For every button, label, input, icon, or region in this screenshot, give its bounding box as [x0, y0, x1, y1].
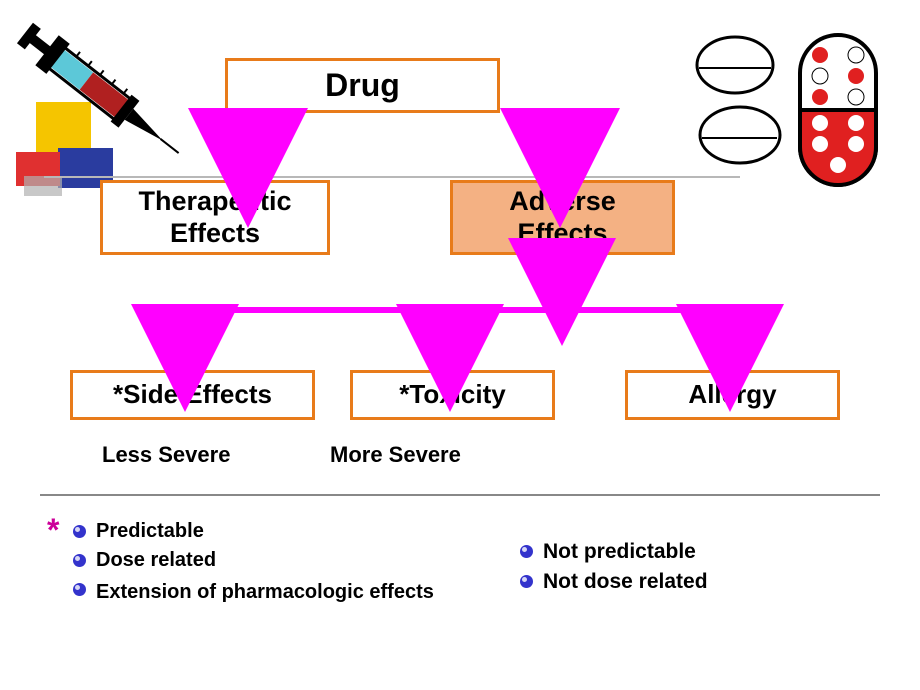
bullet-item: Not dose related: [520, 570, 880, 594]
less-severe-label: Less Severe: [102, 442, 230, 468]
therapeutic-box: Therapeutic Effects: [100, 180, 330, 255]
pills-icon: [680, 20, 920, 200]
syringe-icon: [5, 8, 205, 178]
adverse-box: Adverse Effects: [450, 180, 675, 255]
drug-box-text: Drug: [325, 67, 400, 104]
bullet-icon: [520, 545, 533, 558]
bullet-item: Dose related: [73, 549, 453, 572]
bullet-icon: [73, 525, 86, 538]
bullet-item: Predictable: [73, 520, 453, 543]
side-effects-box: *Side Effects: [70, 370, 315, 420]
allergy-box-text: Allergy: [688, 380, 776, 410]
bullets-left: Predictable Dose related Extension of ph…: [73, 520, 453, 612]
toxicity-box: *Toxicity: [350, 370, 555, 420]
bullet-icon: [73, 554, 86, 567]
bullet-icon: [520, 575, 533, 588]
side-effects-box-text: *Side Effects: [113, 380, 272, 410]
bullet-item: Extension of pharmacologic effects: [73, 578, 453, 606]
section-divider: [0, 490, 920, 500]
adverse-box-text: Adverse Effects: [509, 186, 616, 248]
bullet-icon: [73, 583, 86, 596]
bullets-right: Not predictable Not dose related: [520, 540, 880, 600]
allergy-box: Allergy: [625, 370, 840, 420]
toxicity-box-text: *Toxicity: [399, 380, 505, 410]
bullet-item: Not predictable: [520, 540, 880, 564]
drug-box: Drug: [225, 58, 500, 113]
therapeutic-box-text: Therapeutic Effects: [138, 186, 291, 248]
footnote-asterisk: *: [47, 512, 59, 549]
more-severe-label: More Severe: [330, 442, 461, 468]
